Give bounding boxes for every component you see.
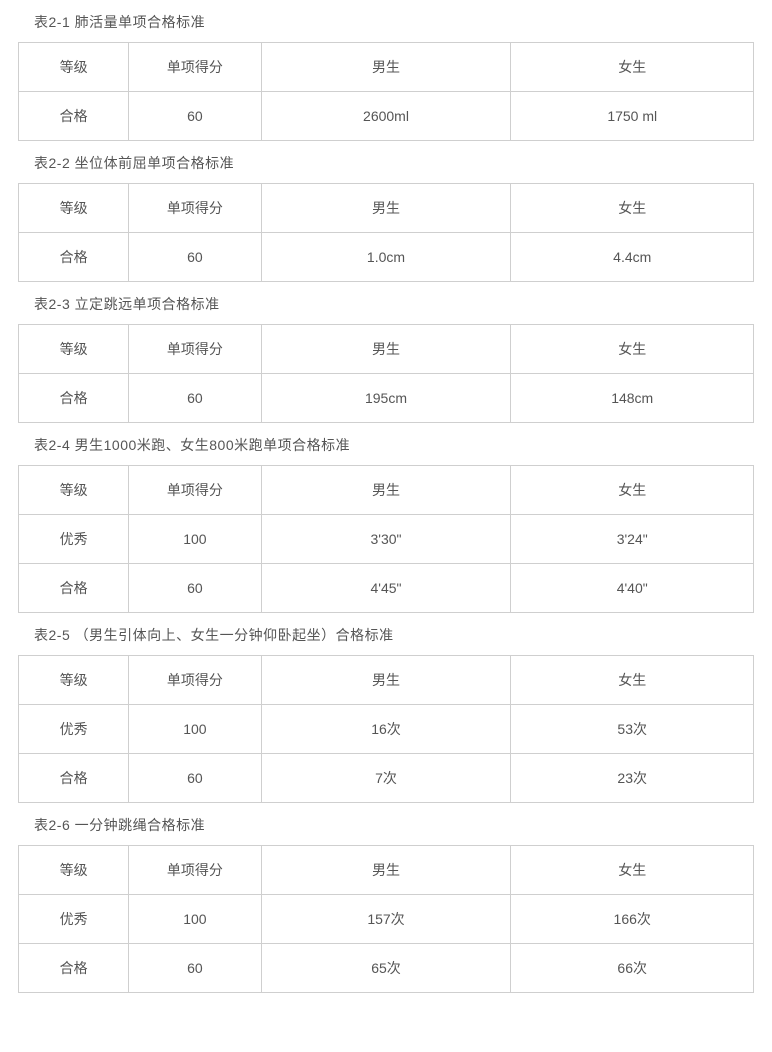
table-header-row: 等级单项得分男生女生 xyxy=(19,466,754,515)
table-caption: 表2-2 坐位体前屈单项合格标准 xyxy=(34,153,754,173)
cell-grade: 合格 xyxy=(19,92,129,141)
standards-table: 等级单项得分男生女生优秀10016次53次合格607次23次 xyxy=(18,655,754,803)
cell-male: 16次 xyxy=(261,705,511,754)
table-block-4: 表2-5 （男生引体向上、女生一分钟仰卧起坐）合格标准等级单项得分男生女生优秀1… xyxy=(18,625,754,803)
table-header-row: 等级单项得分男生女生 xyxy=(19,325,754,374)
table-row: 优秀100157次166次 xyxy=(19,895,754,944)
table-header-grade: 等级 xyxy=(19,466,129,515)
table-header-male: 男生 xyxy=(261,184,511,233)
cell-female: 4.4cm xyxy=(511,233,754,282)
cell-score: 60 xyxy=(129,92,261,141)
table-header-grade: 等级 xyxy=(19,325,129,374)
cell-male: 157次 xyxy=(261,895,511,944)
cell-score: 60 xyxy=(129,754,261,803)
tables-container: 表2-1 肺活量单项合格标准等级单项得分男生女生合格602600ml1750 m… xyxy=(18,12,754,993)
table-caption: 表2-3 立定跳远单项合格标准 xyxy=(34,294,754,314)
table-row: 优秀10016次53次 xyxy=(19,705,754,754)
cell-male: 65次 xyxy=(261,944,511,993)
standards-table: 等级单项得分男生女生合格602600ml1750 ml xyxy=(18,42,754,141)
table-row: 合格601.0cm4.4cm xyxy=(19,233,754,282)
table-header-score: 单项得分 xyxy=(129,466,261,515)
table-row: 合格60195cm148cm xyxy=(19,374,754,423)
cell-female: 3'24" xyxy=(511,515,754,564)
cell-male: 1.0cm xyxy=(261,233,511,282)
table-header-female: 女生 xyxy=(511,466,754,515)
cell-female: 1750 ml xyxy=(511,92,754,141)
cell-grade: 优秀 xyxy=(19,895,129,944)
cell-score: 100 xyxy=(129,705,261,754)
cell-female: 148cm xyxy=(511,374,754,423)
standards-table: 等级单项得分男生女生合格60195cm148cm xyxy=(18,324,754,423)
cell-grade: 合格 xyxy=(19,754,129,803)
table-header-score: 单项得分 xyxy=(129,184,261,233)
cell-male: 4'45" xyxy=(261,564,511,613)
cell-grade: 合格 xyxy=(19,564,129,613)
table-header-score: 单项得分 xyxy=(129,846,261,895)
table-header-male: 男生 xyxy=(261,656,511,705)
table-caption: 表2-5 （男生引体向上、女生一分钟仰卧起坐）合格标准 xyxy=(34,625,754,645)
table-header-row: 等级单项得分男生女生 xyxy=(19,184,754,233)
table-header-female: 女生 xyxy=(511,43,754,92)
table-caption: 表2-6 一分钟跳绳合格标准 xyxy=(34,815,754,835)
table-header-score: 单项得分 xyxy=(129,325,261,374)
cell-male: 7次 xyxy=(261,754,511,803)
table-header-grade: 等级 xyxy=(19,846,129,895)
table-header-score: 单项得分 xyxy=(129,656,261,705)
table-caption: 表2-4 男生1000米跑、女生800米跑单项合格标准 xyxy=(34,435,754,455)
table-header-male: 男生 xyxy=(261,466,511,515)
table-header-female: 女生 xyxy=(511,184,754,233)
table-block-0: 表2-1 肺活量单项合格标准等级单项得分男生女生合格602600ml1750 m… xyxy=(18,12,754,141)
cell-grade: 优秀 xyxy=(19,705,129,754)
table-row: 合格607次23次 xyxy=(19,754,754,803)
table-row: 合格602600ml1750 ml xyxy=(19,92,754,141)
table-row: 优秀1003'30"3'24" xyxy=(19,515,754,564)
cell-score: 60 xyxy=(129,374,261,423)
table-header-male: 男生 xyxy=(261,325,511,374)
cell-male: 2600ml xyxy=(261,92,511,141)
table-row: 合格6065次66次 xyxy=(19,944,754,993)
cell-score: 60 xyxy=(129,944,261,993)
table-row: 合格604'45"4'40" xyxy=(19,564,754,613)
cell-score: 100 xyxy=(129,895,261,944)
table-header-male: 男生 xyxy=(261,43,511,92)
table-caption: 表2-1 肺活量单项合格标准 xyxy=(34,12,754,32)
table-header-female: 女生 xyxy=(511,325,754,374)
table-block-2: 表2-3 立定跳远单项合格标准等级单项得分男生女生合格60195cm148cm xyxy=(18,294,754,423)
table-block-1: 表2-2 坐位体前屈单项合格标准等级单项得分男生女生合格601.0cm4.4cm xyxy=(18,153,754,282)
cell-male: 195cm xyxy=(261,374,511,423)
standards-table: 等级单项得分男生女生优秀1003'30"3'24"合格604'45"4'40" xyxy=(18,465,754,613)
cell-grade: 合格 xyxy=(19,374,129,423)
cell-female: 66次 xyxy=(511,944,754,993)
table-header-female: 女生 xyxy=(511,656,754,705)
table-block-3: 表2-4 男生1000米跑、女生800米跑单项合格标准等级单项得分男生女生优秀1… xyxy=(18,435,754,613)
standards-table: 等级单项得分男生女生优秀100157次166次合格6065次66次 xyxy=(18,845,754,993)
cell-score: 60 xyxy=(129,564,261,613)
cell-score: 60 xyxy=(129,233,261,282)
table-header-row: 等级单项得分男生女生 xyxy=(19,43,754,92)
table-block-5: 表2-6 一分钟跳绳合格标准等级单项得分男生女生优秀100157次166次合格6… xyxy=(18,815,754,993)
cell-female: 23次 xyxy=(511,754,754,803)
cell-female: 166次 xyxy=(511,895,754,944)
cell-score: 100 xyxy=(129,515,261,564)
standards-table: 等级单项得分男生女生合格601.0cm4.4cm xyxy=(18,183,754,282)
table-header-female: 女生 xyxy=(511,846,754,895)
cell-female: 4'40" xyxy=(511,564,754,613)
cell-grade: 合格 xyxy=(19,233,129,282)
table-header-grade: 等级 xyxy=(19,43,129,92)
table-header-score: 单项得分 xyxy=(129,43,261,92)
cell-female: 53次 xyxy=(511,705,754,754)
table-header-row: 等级单项得分男生女生 xyxy=(19,656,754,705)
cell-grade: 合格 xyxy=(19,944,129,993)
cell-grade: 优秀 xyxy=(19,515,129,564)
table-header-row: 等级单项得分男生女生 xyxy=(19,846,754,895)
cell-male: 3'30" xyxy=(261,515,511,564)
table-header-male: 男生 xyxy=(261,846,511,895)
table-header-grade: 等级 xyxy=(19,656,129,705)
table-header-grade: 等级 xyxy=(19,184,129,233)
